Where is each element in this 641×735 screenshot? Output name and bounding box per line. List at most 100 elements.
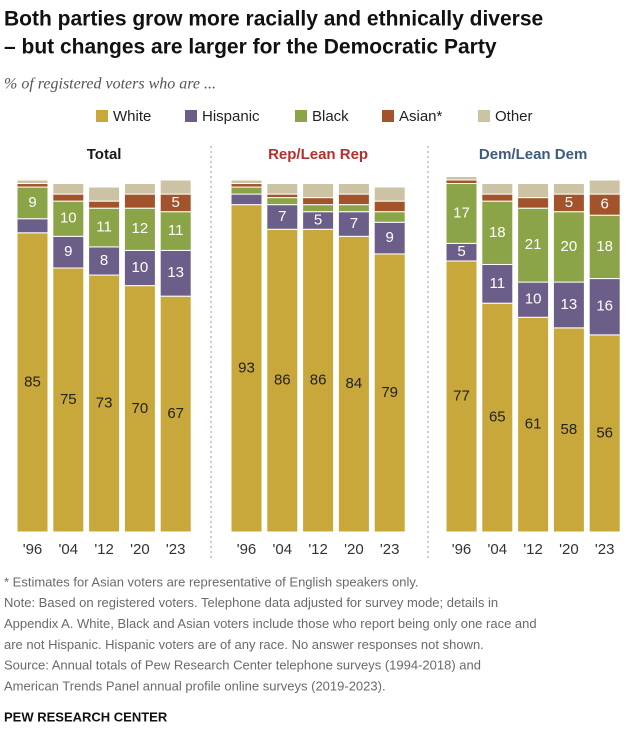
bar-segment: [159, 211, 192, 251]
bar-segment: [337, 235, 370, 533]
data-label: 93: [238, 359, 255, 376]
bar-segment: [123, 285, 156, 533]
x-tick-label: '23: [166, 541, 186, 558]
bar-segment: [481, 200, 514, 265]
note: are not Hispanic. Hispanic voters are of…: [4, 637, 484, 652]
bar-segment: [588, 334, 621, 533]
data-label: 17: [453, 204, 470, 221]
data-label: 67: [167, 405, 184, 422]
note: Source: Annual totals of Pew Research Ce…: [4, 658, 481, 673]
data-label: 6: [601, 196, 609, 213]
bar-segment: [16, 186, 49, 220]
bar-segment: [16, 218, 49, 234]
bar-segment: [266, 204, 299, 230]
bar-segment: [481, 302, 514, 533]
data-label: 79: [381, 384, 398, 401]
x-tick-label: '23: [380, 541, 400, 558]
data-label: 5: [565, 194, 573, 211]
bar-segment: [517, 183, 550, 199]
x-tick-label: '23: [595, 541, 615, 558]
bar-segment: [52, 200, 85, 237]
bar-segment: [16, 179, 49, 185]
data-label: 11: [490, 275, 506, 292]
bar-segment: [123, 249, 156, 287]
bar-segment: [373, 253, 406, 533]
bar-segment: [123, 193, 156, 209]
data-label: 7: [278, 208, 286, 225]
note: * Estimates for Asian voters are represe…: [4, 574, 419, 589]
bar-segment: [266, 197, 299, 206]
note: Appendix A. White, Black and Asian voter…: [4, 616, 537, 631]
bar-segment: [159, 179, 192, 195]
x-tick-label: '96: [237, 541, 257, 558]
data-label: 21: [525, 236, 542, 253]
bar-segment: [445, 260, 478, 533]
data-label: 11: [168, 222, 184, 239]
bar-segment: [302, 197, 335, 206]
bar-segment: [481, 183, 514, 195]
data-label: 70: [132, 400, 149, 417]
bar-segment: [88, 186, 121, 202]
subtitle: % of registered voters who are ...: [4, 76, 216, 93]
bar-segment: [88, 246, 121, 276]
x-tick-label: '20: [559, 541, 579, 558]
legend-label: Hispanic: [202, 108, 260, 125]
bar-segment: [445, 179, 478, 185]
x-tick-label: '96: [23, 541, 43, 558]
x-tick-label: '04: [59, 541, 79, 558]
legend-label: Asian*: [399, 108, 443, 125]
bar-segment: [123, 183, 156, 195]
data-label: 18: [489, 224, 506, 241]
bar-segment: [88, 274, 121, 533]
chart-title: Both parties grow more racially and ethn…: [4, 8, 543, 31]
data-label: 73: [96, 394, 113, 411]
bar-segment: [373, 200, 406, 213]
panel-title: Rep/Lean Rep: [268, 146, 368, 163]
x-tick-label: '04: [273, 541, 293, 558]
data-label: 12: [132, 220, 149, 237]
data-label: 10: [525, 291, 542, 308]
data-label: 7: [350, 215, 358, 232]
bar-segment: [159, 249, 192, 297]
bar-segment: [230, 204, 263, 533]
legend-label: Black: [312, 108, 349, 125]
data-label: 9: [28, 194, 36, 211]
data-label: 5: [172, 194, 180, 211]
x-tick-label: '20: [344, 541, 364, 558]
bar-segment: [373, 186, 406, 202]
source-label: PEW RESEARCH CENTER: [4, 709, 168, 724]
bar-segment: [88, 207, 121, 248]
data-label: 77: [453, 387, 470, 404]
data-label: 86: [310, 372, 327, 389]
legend-swatch: [295, 110, 307, 122]
bar-segment: [266, 183, 299, 195]
data-label: 10: [132, 259, 149, 276]
data-label: 5: [457, 243, 465, 260]
data-label: 10: [60, 210, 77, 227]
data-label: 65: [489, 409, 506, 426]
bar-segment: [302, 183, 335, 199]
data-label: 20: [561, 238, 578, 255]
bar-segment: [266, 228, 299, 533]
bar-segment: [230, 183, 263, 188]
bar-segment: [481, 193, 514, 202]
data-label: 13: [561, 296, 578, 313]
bar-segment: [552, 327, 585, 533]
x-tick-label: '96: [452, 541, 472, 558]
bar-segment: [159, 295, 192, 533]
bar-segment: [337, 204, 370, 213]
legend-swatch: [382, 110, 394, 122]
bar-segment: [517, 281, 550, 318]
chart-title: – but changes are larger for the Democra…: [4, 36, 497, 59]
bar-segment: [337, 183, 370, 195]
data-label: 9: [64, 243, 72, 260]
bar-segment: [230, 186, 263, 195]
bar-segment: [302, 228, 335, 533]
data-label: 11: [96, 218, 112, 235]
bar-segment: [373, 211, 406, 223]
panel-title: Total: [87, 146, 122, 163]
bar-segment: [230, 179, 263, 185]
data-label: 58: [561, 421, 578, 438]
x-tick-label: '20: [130, 541, 150, 558]
